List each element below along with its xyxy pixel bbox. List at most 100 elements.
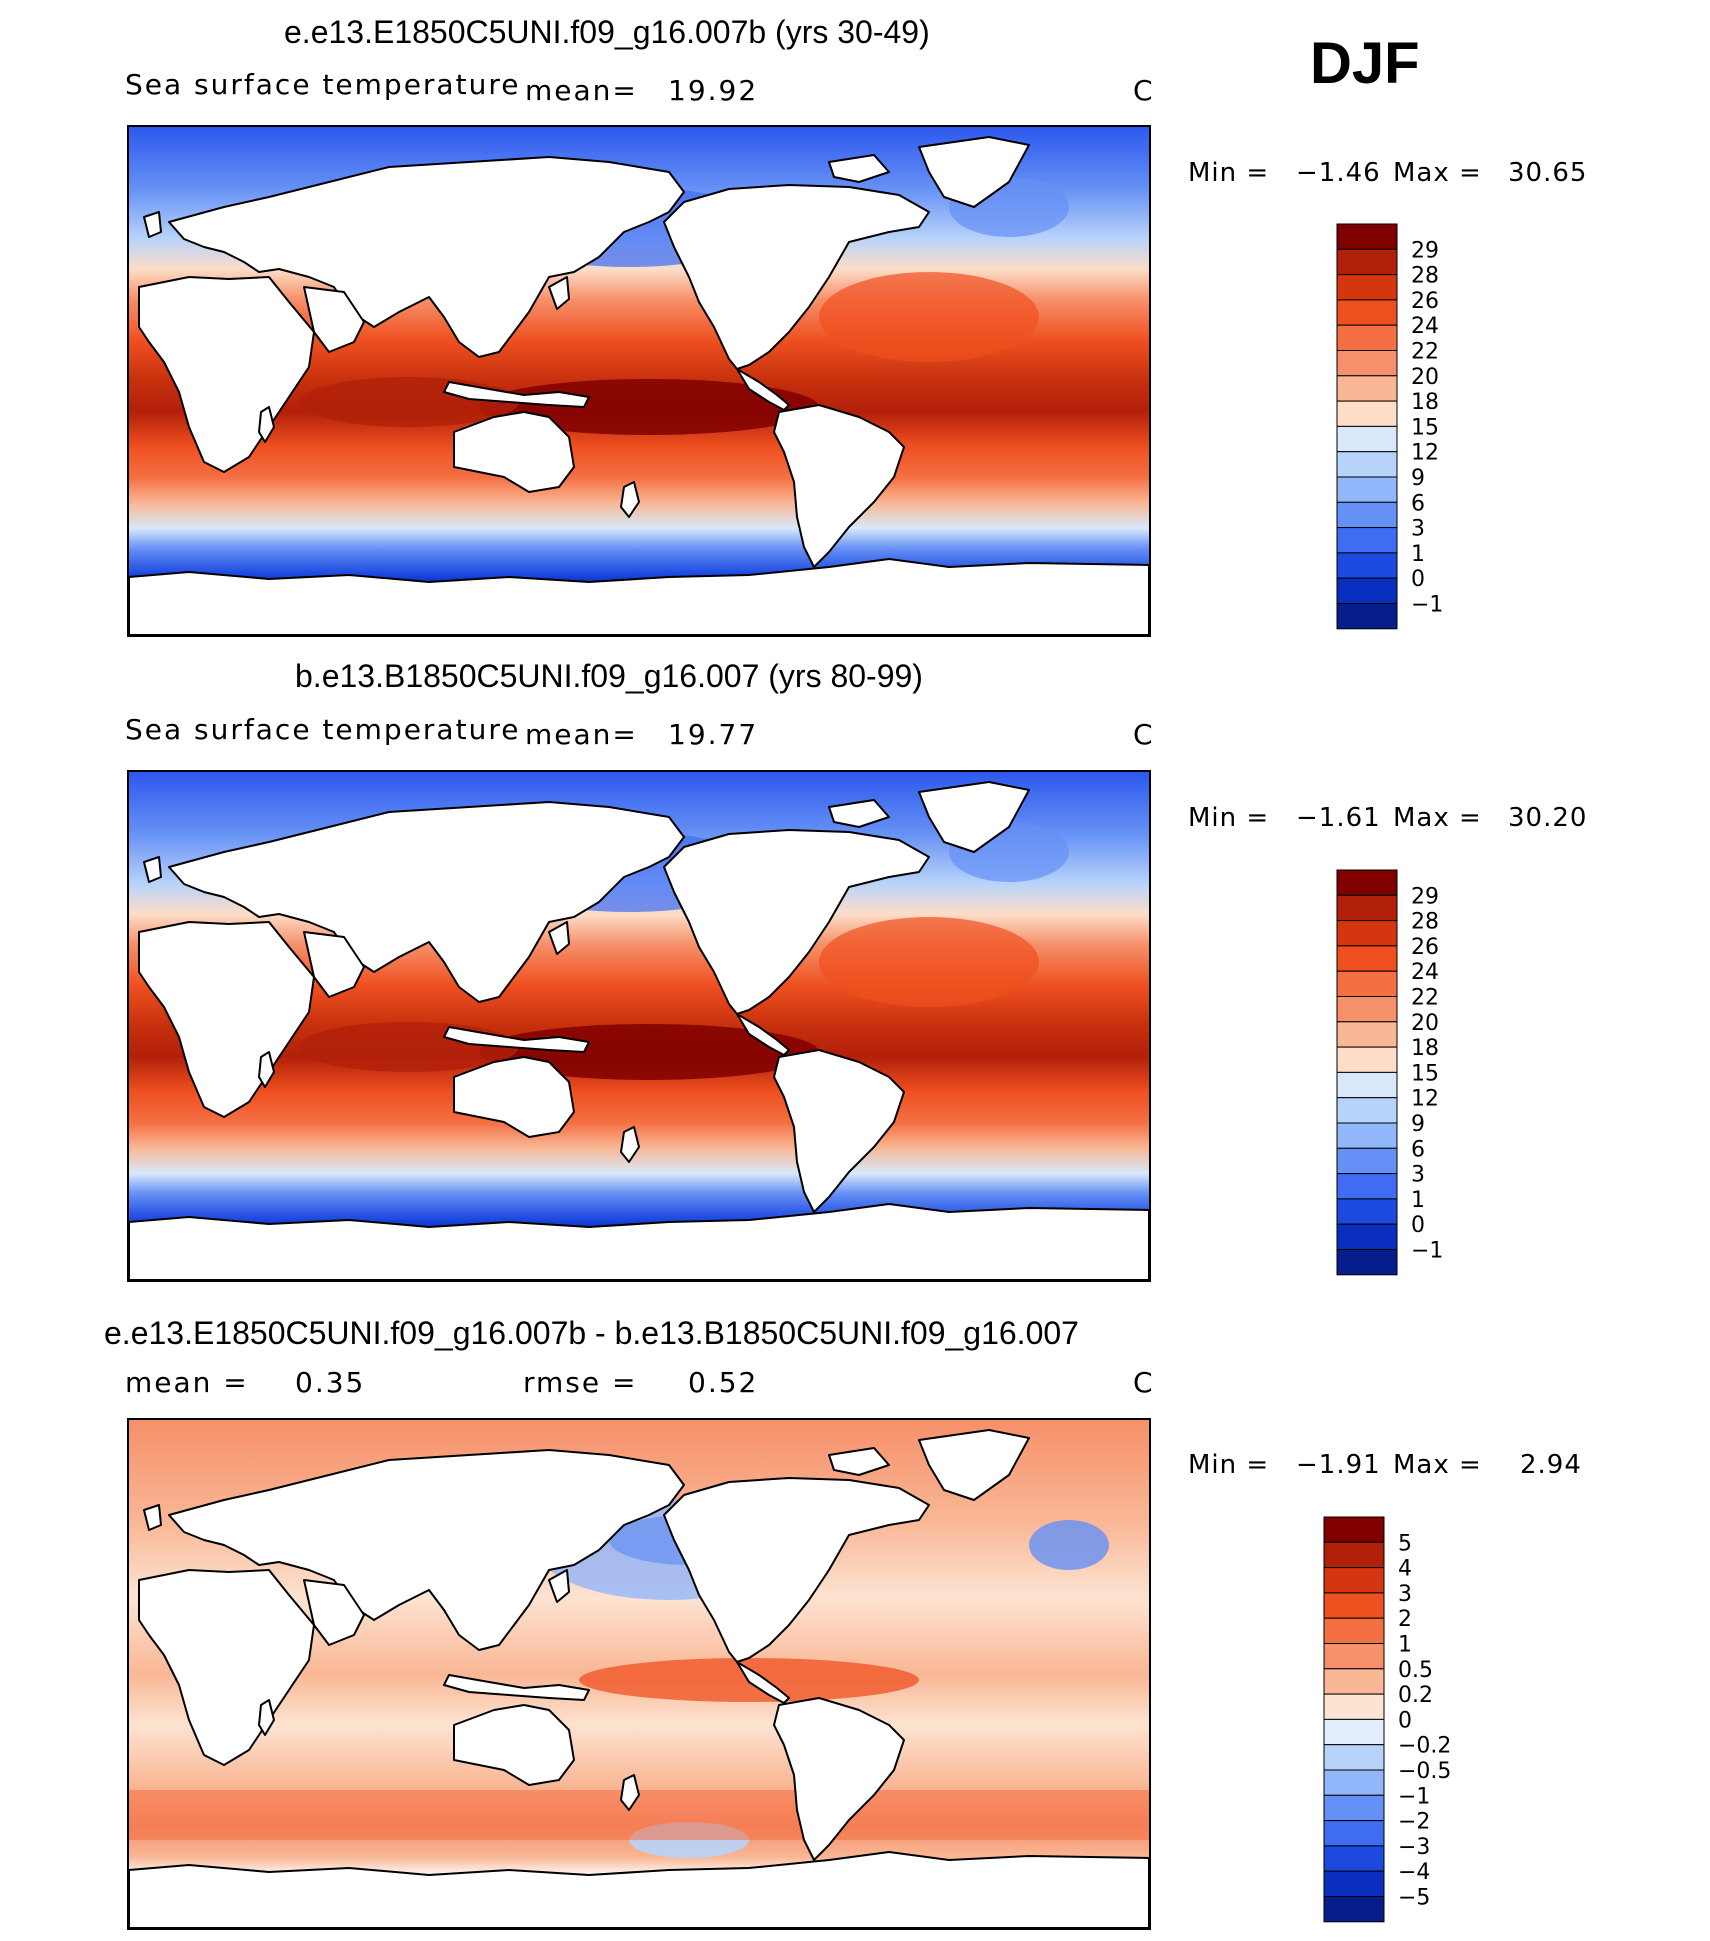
panel2-mean-value: 19.77	[668, 718, 759, 751]
colorbar-tick-label: 9	[1411, 1112, 1425, 1137]
land-outline	[443, 381, 590, 408]
colorbar-tick-label: 9	[1411, 466, 1425, 491]
colorbar-tick-label: −0.2	[1398, 1734, 1451, 1759]
colorbar-tick-label: 29	[1411, 884, 1439, 909]
panel1-mean-value: 19.92	[668, 74, 759, 107]
panel3-colorbar: 5 4 3 2 1 0.5 0.2 0 −0.2 −0.5 −1 −2 −3 −4 −5	[1322, 1515, 1452, 1924]
land-outline	[918, 781, 1030, 853]
land-outline	[443, 1674, 590, 1701]
colorbar-tick-label: 18	[1411, 390, 1439, 415]
colorbar-swatch	[1336, 869, 1398, 896]
land-outline	[453, 1704, 575, 1786]
colorbar-swatch	[1336, 527, 1398, 554]
panel3-mean-label: mean =	[125, 1366, 249, 1399]
colorbar-swatch	[1336, 995, 1398, 1023]
panel2-units: C	[1133, 718, 1155, 751]
land-outline	[773, 1049, 905, 1213]
land-outline	[548, 276, 570, 310]
land-outline	[773, 1697, 905, 1861]
panel3-map	[127, 1418, 1151, 1930]
land-outline	[918, 136, 1030, 208]
colorbar-tick-label: 28	[1411, 264, 1439, 289]
land-outline	[168, 1449, 685, 1651]
colorbar-swatch	[1323, 1592, 1385, 1619]
panel2-colorbar: 29 28 26 24 22 20 18 15 12 9 6 3 1 0 −1	[1335, 868, 1465, 1277]
colorbar-tick-label: 0.2	[1398, 1683, 1433, 1708]
colorbar-swatch	[1336, 894, 1398, 922]
colorbar-swatch	[1336, 1097, 1398, 1124]
colorbar-tick-label: 1	[1411, 542, 1425, 567]
panel3-title: e.e13.E1850C5UNI.f09_g16.007b - b.e13.B1…	[104, 1315, 1079, 1351]
colorbar-tick-label: 3	[1411, 1163, 1425, 1188]
colorbar-tick-label: 15	[1411, 415, 1439, 440]
colorbar-tick-label: 5	[1398, 1531, 1412, 1556]
atlantic-warm	[819, 917, 1039, 1007]
land-outline	[828, 154, 890, 183]
panel1-colorbar: 29 28 26 24 22 20 18 15 12 9 6 3 1 0 −1	[1335, 222, 1465, 631]
colorbar-swatch	[1336, 299, 1398, 326]
season-label: DJF	[1310, 31, 1420, 96]
colorbar-tick-label: 15	[1411, 1061, 1439, 1086]
land-outline	[663, 1477, 930, 1663]
colorbar-swatch	[1323, 1718, 1385, 1746]
land-outline	[258, 1699, 275, 1736]
panel2-map	[127, 770, 1151, 1282]
colorbar-swatch	[1336, 552, 1398, 579]
land-outline	[828, 799, 890, 828]
land-outline	[663, 829, 930, 1015]
colorbar-tick-label: −1	[1411, 1238, 1443, 1263]
atlantic-warm	[819, 272, 1039, 362]
land-outline	[168, 156, 685, 358]
land-outline	[736, 1661, 790, 1704]
colorbar-tick-label: 1	[1398, 1632, 1412, 1657]
panel2-max-value: 30.20	[1508, 803, 1588, 833]
colorbar-swatch	[1336, 945, 1398, 972]
colorbar-swatch	[1323, 1541, 1385, 1569]
colorbar-tick-label: 0	[1411, 567, 1425, 592]
colorbar-tick-label: 12	[1411, 441, 1439, 466]
panel3-min-value: −1.91	[1296, 1450, 1381, 1480]
land-outline	[663, 184, 930, 370]
colorbar-tick-label: 24	[1411, 314, 1439, 339]
land-outline	[620, 1126, 640, 1163]
colorbar-tick-label: 3	[1398, 1582, 1412, 1607]
land-outline	[453, 1056, 575, 1138]
panel1-max-label: Max =	[1393, 158, 1482, 188]
panel1-max-value: 30.65	[1508, 158, 1588, 188]
panel2-min-value: −1.61	[1296, 803, 1381, 833]
colorbar-tick-label: 29	[1411, 238, 1439, 263]
colorbar-tick-label: 6	[1411, 1137, 1425, 1162]
colorbar-tick-label: 22	[1411, 339, 1439, 364]
colorbar-tick-label: 26	[1411, 289, 1439, 314]
land-outline	[736, 1013, 790, 1056]
colorbar-swatch	[1336, 577, 1398, 604]
colorbar-tick-label: −3	[1398, 1835, 1430, 1860]
colorbar-tick-label: 0	[1398, 1708, 1412, 1733]
colorbar-swatch	[1336, 324, 1398, 351]
colorbar-swatch	[1336, 1223, 1398, 1250]
colorbar-swatch	[1336, 1071, 1398, 1099]
colorbar-tick-label: −0.5	[1398, 1759, 1451, 1784]
colorbar-swatch	[1336, 1021, 1398, 1048]
land-outline	[258, 1051, 275, 1088]
colorbar-swatch	[1336, 1046, 1398, 1073]
land-outline	[129, 1203, 1149, 1280]
colorbar-tick-label: 20	[1411, 1011, 1439, 1036]
southern-band-anomaly	[129, 1790, 1149, 1840]
land-outline	[736, 368, 790, 411]
panel2-mean-label: mean=	[525, 718, 638, 751]
colorbar-tick-label: −1	[1411, 592, 1443, 617]
land-outline	[918, 1429, 1030, 1501]
panel2-min-label: Min =	[1188, 803, 1270, 833]
colorbar-tick-label: 0	[1411, 1213, 1425, 1238]
land-outline	[143, 856, 162, 883]
colorbar-tick-label: 20	[1411, 365, 1439, 390]
land-outline	[548, 921, 570, 955]
colorbar-swatch	[1336, 248, 1398, 276]
colorbar-tick-label: −4	[1398, 1860, 1430, 1885]
land-outline	[828, 1447, 890, 1476]
land-outline	[453, 411, 575, 493]
land-outline	[168, 801, 685, 1003]
colorbar-tick-label: 26	[1411, 935, 1439, 960]
colorbar-swatch	[1323, 1516, 1385, 1543]
